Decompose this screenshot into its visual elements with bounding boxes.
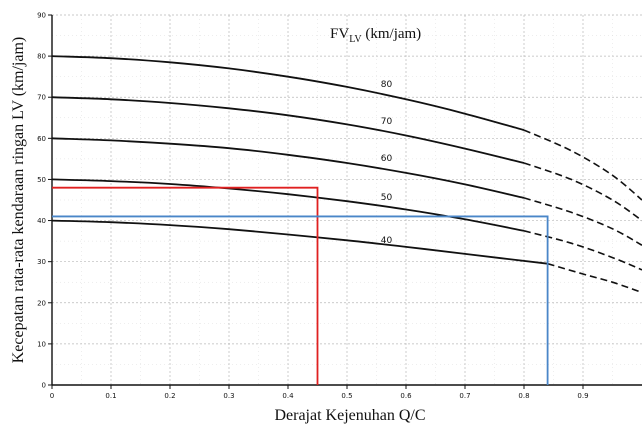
- y-tick-label: 60: [37, 135, 46, 143]
- annotation-group: [52, 186, 549, 385]
- y-axis-title: Kecepatan rata-rata kendaraan ringan LV …: [10, 37, 27, 364]
- curve-label-40: 40: [381, 236, 393, 246]
- x-tick-label: 0.4: [282, 392, 294, 400]
- y-tick-label: 50: [37, 176, 46, 184]
- series-line-70: [51, 96, 525, 164]
- annotation-line-blue: [52, 215, 549, 385]
- y-tick-label: 90: [37, 12, 46, 20]
- x-tick-label: 0.2: [164, 392, 175, 400]
- legend-title-main: FV: [330, 26, 349, 42]
- series-dashed-80: [523, 129, 642, 201]
- annotation-line-red: [52, 186, 319, 385]
- x-tick-label: 0.3: [223, 392, 234, 400]
- series-line-80: [51, 55, 525, 131]
- legend-title-sub: LV: [349, 34, 362, 45]
- x-axis-title: Derajat Kejenuhan Q/C: [274, 407, 425, 424]
- y-tick-label: 80: [37, 53, 46, 61]
- grid: [52, 14, 642, 385]
- series-dashed-70: [523, 162, 642, 222]
- y-tick-label: 20: [37, 299, 46, 307]
- series-dashed-60: [523, 197, 642, 246]
- x-tick-label: 0.6: [400, 392, 412, 400]
- curve-label-50: 50: [381, 193, 393, 203]
- y-tick-label: 0: [42, 382, 46, 390]
- series-group: [51, 55, 642, 294]
- x-tick-label: 0.5: [341, 392, 352, 400]
- curve-label-80: 80: [381, 80, 393, 90]
- curve-label-group: 80 70 60 50 40: [381, 80, 393, 246]
- y-tick-label: 10: [37, 340, 46, 348]
- series-line-60: [51, 137, 525, 199]
- y-tick-label: 40: [37, 217, 46, 225]
- curve-label-60: 60: [381, 154, 393, 164]
- axes: 0 0.1 0.2 0.3 0.4 0.5 0.6 0.7 0.8 0.9 0 10 20 30 40 50 6…: [37, 12, 642, 400]
- x-tick-label: 0.9: [577, 392, 588, 400]
- y-tick-label: 30: [37, 258, 46, 266]
- y-tick-label: 70: [37, 94, 46, 102]
- x-tick-label: 0.1: [105, 392, 116, 400]
- curve-label-70: 70: [381, 117, 393, 127]
- series-line-40: [51, 219, 548, 265]
- series-dashed-50: [523, 230, 642, 271]
- x-tick-label: 0: [50, 392, 54, 400]
- series-dashed-40: [547, 262, 642, 294]
- x-tick-label: 0.8: [518, 392, 529, 400]
- legend-title-unit: (km/jam): [362, 26, 422, 42]
- x-tick-label: 0.7: [459, 392, 470, 400]
- legend-title: FVLV (km/jam): [330, 26, 421, 45]
